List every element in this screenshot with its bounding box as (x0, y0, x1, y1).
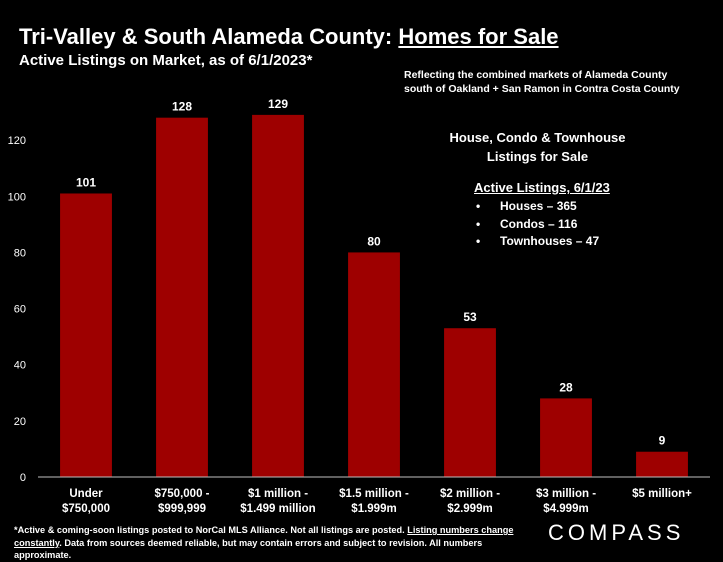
data-label: 9 (659, 434, 666, 448)
bar (156, 117, 208, 477)
x-axis: Under $750,000 $750,000 -$999,999 $1 millio… (38, 476, 710, 515)
footnote-text-a: *Active & coming-soon listings posted to… (14, 525, 408, 535)
y-tick-label: 100 (8, 191, 26, 203)
title-prefix: Tri-Valley & South Alameda County: (19, 24, 399, 49)
x-tick-label: $2 million -$2.999m (440, 488, 500, 515)
data-label: 129 (268, 97, 288, 111)
x-tick-label: $750,000 -$999,999 (155, 488, 210, 515)
bullet-icon: • (476, 234, 481, 248)
y-tick-label: 20 (14, 416, 26, 428)
y-tick-label: 80 (14, 247, 26, 259)
market-note: Reflecting the combined markets of Alame… (404, 68, 704, 96)
footnote: *Active & coming-soon listings posted to… (14, 524, 539, 562)
data-label: 53 (463, 310, 477, 324)
x-tick-label: $3 million -$4.999m (536, 488, 596, 515)
bar (636, 451, 688, 477)
list-item: • Houses – 365 (476, 198, 599, 216)
compass-logo: COMPASS (548, 520, 685, 545)
legend-box-title: House, Condo & Townhouse Listings for Sa… (410, 128, 665, 166)
legend-box-title-line1: House, Condo & Townhouse (449, 130, 626, 145)
y-tick-label: 60 (14, 304, 26, 316)
bars: 101 128 129 80 53 28 9 (60, 97, 688, 477)
y-axis: 0 20 40 60 80 100 120 (8, 135, 26, 484)
bullet-icon: • (476, 216, 481, 231)
y-tick-label: 0 (20, 472, 26, 484)
list-item: • Condos – 116 (476, 216, 599, 234)
market-note-line2: south of Oakland + San Ramon in Contra C… (404, 83, 680, 95)
bar (60, 193, 112, 477)
footnote-text-b: . Data from sources deemed reliable, but… (14, 537, 483, 561)
list-item-houses: Houses – 365 (500, 199, 577, 213)
data-label: 80 (367, 234, 381, 248)
footnote-underlined: Listing numbers change constantly (14, 525, 514, 548)
legend-box-title-line2: Listings for Sale (486, 149, 589, 164)
title-underlined: Homes for Sale (398, 24, 559, 49)
y-tick-label: 120 (8, 135, 26, 147)
bar (252, 114, 304, 477)
x-tick-label: $1.5 million -$1.999m (339, 488, 409, 515)
list-item-condos: Condos – 116 (500, 216, 578, 231)
x-tick-label: $5 million+ (632, 488, 692, 500)
market-note-line1: Reflecting the combined markets of Alame… (404, 69, 668, 81)
bar (348, 252, 400, 477)
y-tick-label: 40 (14, 360, 26, 372)
active-listings-list: • Houses – 365 • Condos – 116 • Townhouses … (476, 198, 599, 251)
x-tick-label: Under $750,000 (62, 488, 110, 515)
chart-title: Tri-Valley & South Alameda County: Homes… (19, 24, 559, 50)
bullet-icon: • (476, 199, 481, 213)
list-item-townhouses: Townhouses – 47 (500, 234, 600, 248)
data-label: 28 (559, 380, 573, 394)
data-label: 101 (76, 175, 96, 189)
active-listings-heading: Active Listings, 6/1/23 (474, 180, 610, 195)
list-item: • Townhouses – 47 (476, 233, 599, 251)
x-tick-label: $1 million -$1.499 million (240, 488, 315, 515)
bar (444, 328, 496, 477)
chart-subtitle: Active Listings on Market, as of 6/1/202… (19, 52, 313, 69)
data-label: 128 (172, 100, 192, 114)
bar (540, 398, 592, 477)
